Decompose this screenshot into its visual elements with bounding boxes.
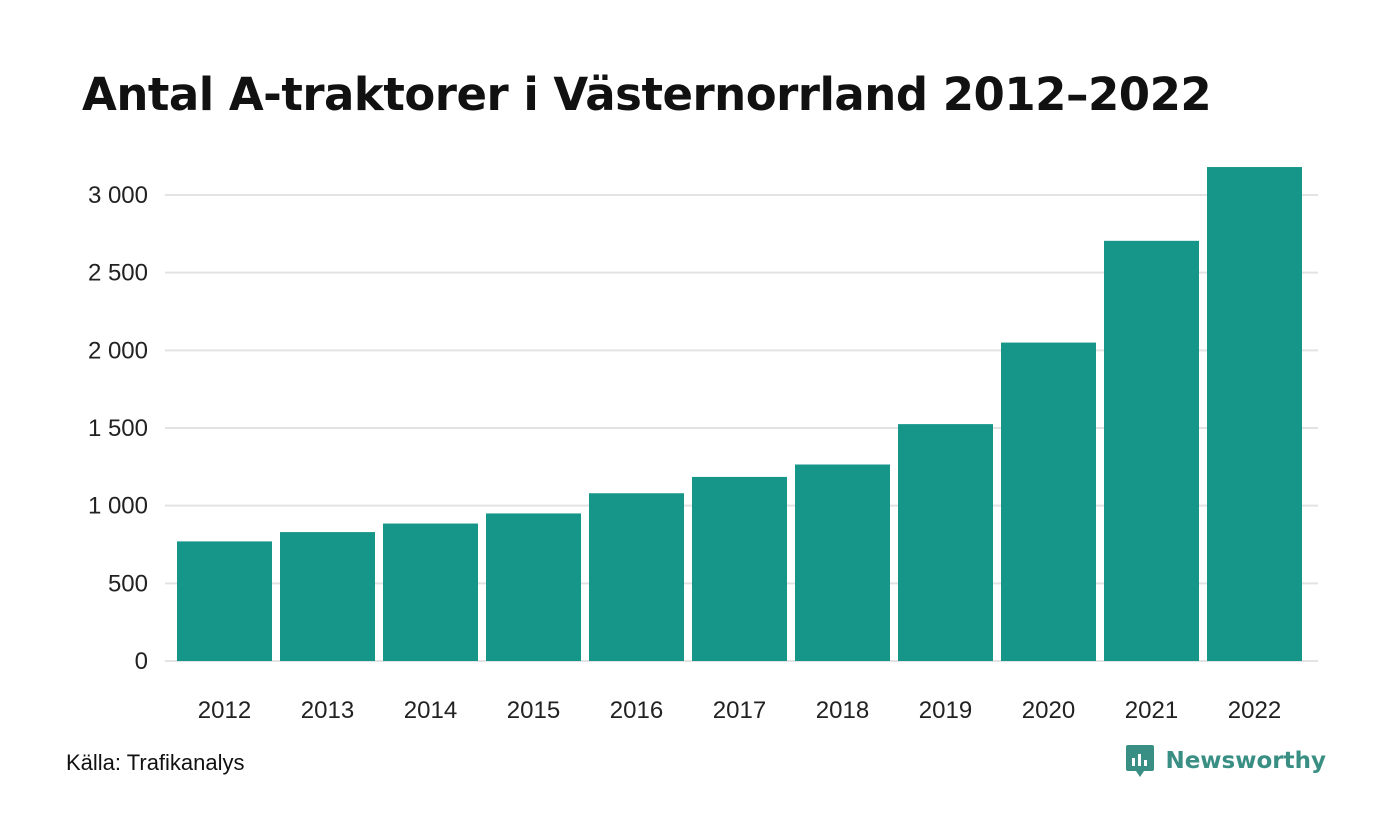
bar-2015 — [486, 513, 581, 661]
y-tick-label: 500 — [108, 570, 148, 597]
x-tick-label: 2022 — [1228, 697, 1281, 724]
y-tick-label: 1 000 — [88, 493, 148, 520]
brand-name: Newsworthy — [1165, 748, 1326, 774]
y-tick-label: 2 500 — [88, 260, 148, 287]
y-axis-ticks: 0 500 1 000 1 500 2 000 2 500 3 000 — [88, 182, 148, 675]
bar-2018 — [795, 464, 890, 661]
bar-2013 — [280, 532, 375, 661]
bar-2020 — [1001, 342, 1096, 661]
newsworthy-logo-icon — [1126, 745, 1155, 777]
bar-2017 — [692, 476, 787, 661]
x-tick-label: 2016 — [610, 697, 663, 724]
x-tick-label: 2014 — [404, 697, 457, 724]
chart-title: Antal A-traktorer i Västernorrland 2012–… — [82, 68, 1212, 121]
x-tick-label: 2018 — [816, 697, 869, 724]
x-axis-ticks: 2012 2013 2014 2015 2016 2017 2018 2019 2020 2021… — [198, 697, 1281, 724]
source-note: Källa: Trafikanalys — [66, 750, 245, 775]
brand-logo: Newsworthy — [1125, 744, 1326, 778]
x-tick-label: 2013 — [301, 697, 354, 724]
x-tick-label: 2015 — [507, 697, 560, 724]
bar-2022 — [1207, 167, 1302, 662]
x-tick-label: 2017 — [713, 697, 766, 724]
bar-2021 — [1104, 240, 1199, 661]
x-tick-label: 2012 — [198, 697, 251, 724]
y-tick-label: 1 500 — [88, 415, 148, 442]
bar-2014 — [383, 523, 478, 661]
bar-2012 — [177, 541, 272, 661]
y-tick-label: 3 000 — [88, 182, 148, 209]
y-tick-label: 0 — [135, 648, 148, 675]
bars — [177, 167, 1302, 662]
y-tick-label: 2 000 — [88, 337, 148, 364]
x-tick-label: 2019 — [919, 697, 972, 724]
x-tick-label: 2020 — [1022, 697, 1075, 724]
x-tick-label: 2021 — [1125, 697, 1178, 724]
bar-2016 — [589, 493, 684, 661]
bar-2019 — [898, 424, 993, 661]
